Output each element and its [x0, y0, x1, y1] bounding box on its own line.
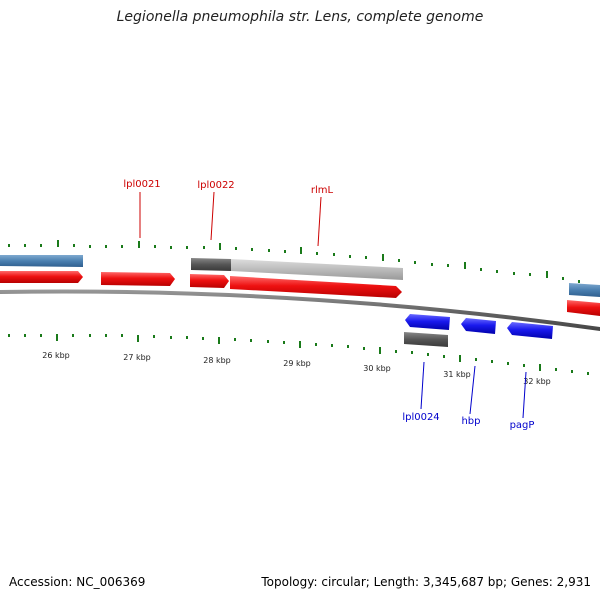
accession-text: Accession: NC_006369 — [9, 575, 146, 589]
gene-label-pagP[interactable]: pagP — [510, 420, 535, 431]
leader-line-lpl0022 — [210, 191, 215, 241]
leader-line-lpl0024 — [420, 361, 425, 410]
gene-label-rlmL[interactable]: rlmL — [311, 185, 334, 196]
forward-gene-left[interactable] — [0, 271, 83, 283]
gene-label-lpl0021[interactable]: lpl0021 — [123, 179, 160, 190]
kbp-label-31: 31 kbp — [443, 370, 471, 379]
reverse-gene-lpl0024[interactable] — [405, 314, 450, 330]
forward-gene-lpl0021[interactable] — [101, 272, 175, 286]
genome-summary-text: Topology: circular; Length: 3,345,687 bp… — [261, 575, 591, 589]
forward-gene-lpl0022[interactable] — [190, 274, 229, 288]
leader-line-pagP — [522, 371, 527, 419]
upper-tick-row — [8, 240, 580, 283]
map-title: Legionella pneumophila str. Lens, comple… — [116, 9, 484, 25]
gene-label-hbp[interactable]: hbp — [461, 416, 480, 427]
feature-bar-light[interactable] — [231, 259, 403, 280]
gene-label-lpl0024[interactable]: lpl0024 — [402, 412, 439, 423]
feature-bar-blue-left[interactable] — [0, 255, 83, 267]
gene-label-lpl0022[interactable]: lpl0022 — [197, 180, 234, 191]
kbp-label-27: 27 kbp — [123, 353, 151, 362]
forward-gene-rlmL[interactable] — [230, 276, 402, 298]
feature-bar-dark[interactable] — [191, 258, 231, 271]
kbp-label-28: 28 kbp — [203, 356, 231, 365]
kbp-label-29: 29 kbp — [283, 359, 311, 368]
reverse-gene-pagP[interactable] — [507, 322, 553, 339]
kbp-label-30: 30 kbp — [363, 364, 391, 373]
leader-line-hbp — [469, 365, 476, 415]
feature-bar-lower-dark[interactable] — [404, 332, 448, 347]
kbp-label-26: 26 kbp — [42, 351, 70, 360]
forward-gene-right[interactable] — [567, 300, 600, 316]
kbp-label-32: 32 kbp — [523, 377, 551, 386]
lower-tick-row — [8, 334, 589, 375]
reverse-gene-hbp[interactable] — [461, 318, 496, 334]
leader-line-rlmL — [317, 196, 322, 247]
genome-backbone — [0, 289, 600, 331]
feature-bar-blue-right[interactable] — [569, 283, 600, 297]
